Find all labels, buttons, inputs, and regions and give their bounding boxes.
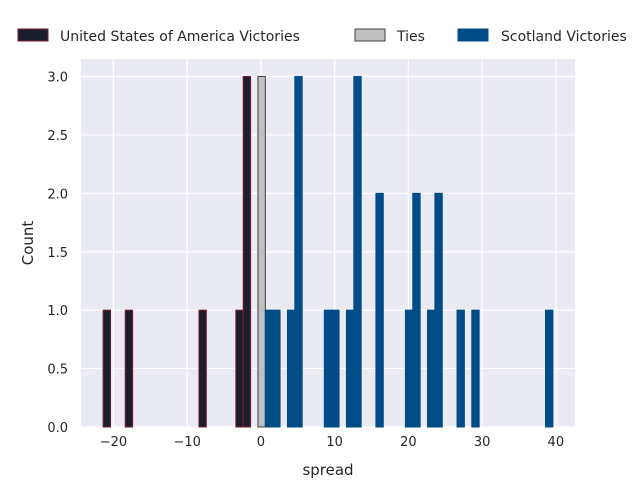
histogram-bar xyxy=(434,192,443,428)
legend-label: Scotland Victories xyxy=(501,29,627,45)
tick-labels: −20 −10 0 10 20 30 40 0.0 0.5 1.0 1.5 2.0 2.5 3.0 xyxy=(47,71,564,450)
x-tick-label: −10 xyxy=(173,435,200,450)
histogram-bar xyxy=(471,309,480,428)
histogram-bar xyxy=(331,309,340,428)
legend-label: United States of America Victories xyxy=(60,29,300,45)
y-tick-label: 0.5 xyxy=(47,363,68,378)
y-tick-label: 1.0 xyxy=(47,304,68,319)
histogram-bar xyxy=(404,309,414,428)
y-tick-label: 2.0 xyxy=(47,187,68,202)
legend-label: Ties xyxy=(396,29,425,45)
histogram-bar xyxy=(102,309,111,428)
y-tick-label: 3.0 xyxy=(47,71,68,86)
y-tick-label: 0.0 xyxy=(47,421,68,436)
x-tick-label: 0 xyxy=(257,435,265,450)
histogram-bar xyxy=(235,309,244,428)
histogram-bar xyxy=(456,309,465,428)
y-tick-label: 2.5 xyxy=(47,129,68,144)
histogram-bar xyxy=(272,309,281,428)
x-tick-label: 40 xyxy=(548,435,565,450)
y-tick-label: 1.5 xyxy=(47,246,68,261)
histogram-bar xyxy=(257,76,266,428)
histogram-bar xyxy=(353,76,362,428)
legend-swatch xyxy=(354,28,386,42)
x-axis-label: spread xyxy=(302,461,353,479)
histogram-bar xyxy=(286,309,296,428)
histogram-bar xyxy=(345,309,355,428)
legend-swatch xyxy=(17,28,49,42)
histogram-bar xyxy=(427,309,436,428)
y-axis-label: Count xyxy=(19,221,37,266)
x-tick-label: −20 xyxy=(100,435,127,450)
histogram-bar xyxy=(412,192,421,428)
legend: United States of America Victories Ties Sc… xyxy=(17,28,627,45)
histogram-bar xyxy=(375,192,384,428)
histogram-bar xyxy=(124,309,134,428)
x-tick-label: 20 xyxy=(400,435,417,450)
x-tick-label: 10 xyxy=(326,435,343,450)
histogram-bar xyxy=(545,309,554,428)
histogram-bar xyxy=(198,309,207,428)
histogram-bar xyxy=(264,309,274,428)
histogram-bar xyxy=(294,76,303,428)
bars xyxy=(102,76,554,428)
x-tick-label: 30 xyxy=(474,435,491,450)
histogram-bar xyxy=(242,76,252,428)
legend-swatch xyxy=(457,28,489,42)
histogram-bar xyxy=(323,309,333,428)
